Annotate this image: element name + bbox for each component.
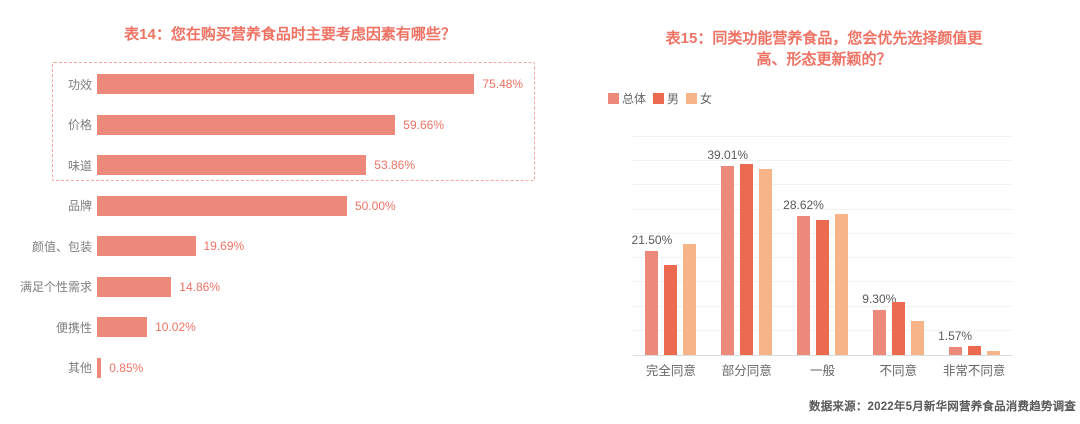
bar-track: 14.86% <box>97 276 578 297</box>
bar-男 <box>740 164 754 355</box>
gridline <box>633 136 1012 137</box>
legend-label: 男 <box>667 92 680 106</box>
bar-男 <box>815 219 829 355</box>
bar-男 <box>664 264 678 355</box>
bar-group-bars <box>860 301 936 355</box>
right-chart-title-line2: 高、形态更新颖的？ <box>756 51 892 68</box>
bar <box>97 114 396 135</box>
data-label: 28.62% <box>783 198 824 213</box>
x-axis-label: 非常不同意 <box>942 364 1006 378</box>
value-label: 50.00% <box>355 198 396 213</box>
gridline <box>633 160 1012 162</box>
left-chart-title: 表14：您在购买营养食品时主要考虑因素有哪些？ <box>124 26 456 43</box>
bar-group: 39.01% <box>707 138 785 355</box>
right-chart-title: 表15：同类功能营养食品，您会优先选择颜值更 高、形态更新颖的？ <box>614 28 1034 70</box>
x-axis-label: 部分同意 <box>721 364 772 378</box>
bar-女 <box>910 321 924 355</box>
source-note: 数据来源：2022年5月新华网营养食品消费趋势调查 <box>809 401 1076 413</box>
x-axis-labels: 完全同意 部分同意 一般 不同意 非常不同意 <box>633 360 1012 379</box>
bar-track: 19.69% <box>97 236 578 257</box>
legend-swatch-icon <box>686 93 698 104</box>
bar-group: 28.62% <box>783 138 861 355</box>
category-label: 功效 <box>67 77 92 92</box>
category-label: 便携性 <box>55 320 92 335</box>
bar-track: 10.02% <box>97 317 578 338</box>
category-label: 味道 <box>67 158 92 173</box>
x-axis-label: 不同意 <box>879 364 918 378</box>
legend-item: 男 <box>653 90 679 107</box>
category-label: 颜值、包装 <box>31 239 92 254</box>
bar <box>97 357 102 378</box>
bar-男 <box>891 301 905 355</box>
bar-track: 53.86% <box>97 155 578 176</box>
bar-row: 满足个性需求 14.86% <box>18 267 578 308</box>
gridline <box>633 208 1012 210</box>
bar-row: 其他 0.85% <box>18 348 578 389</box>
value-label: 75.48% <box>482 77 524 92</box>
x-axis-label: 完全同意 <box>645 364 696 378</box>
bar <box>97 236 196 257</box>
left-chart-bars: 功效 75.48% 价格 59.66% 味道 53.86% 品牌 50.00% … <box>18 64 578 388</box>
bar-女 <box>986 351 1000 355</box>
bar-女 <box>834 213 848 355</box>
bar <box>97 317 148 338</box>
right-chart-title-line1: 表15：同类功能营养食品，您会优先选择颜值更 <box>665 30 983 47</box>
gridline <box>633 184 1012 186</box>
data-label: 21.50% <box>631 232 673 247</box>
bar-row: 价格 59.66% <box>18 105 578 146</box>
value-label: 10.02% <box>155 320 196 335</box>
bar-group-bars <box>633 244 709 355</box>
legend-swatch-icon <box>608 93 619 104</box>
value-label: 19.69% <box>203 239 245 254</box>
bar-row: 便携性 10.02% <box>18 307 578 348</box>
bar-总体 <box>721 166 735 355</box>
grouped-bar-plot: 21.50% 39.01% 28.62% 9.30% 1.57% <box>632 136 1012 356</box>
data-label: 39.01% <box>707 148 749 162</box>
legend-swatch-icon <box>653 93 665 104</box>
category-label: 品牌 <box>67 199 92 214</box>
bar-总体 <box>645 250 659 355</box>
bar-track: 75.48% <box>97 74 578 95</box>
data-label: 1.57% <box>938 329 973 344</box>
legend-item: 女 <box>686 90 712 107</box>
bar-row: 功效 75.48% <box>18 64 578 105</box>
bar-女 <box>683 244 697 355</box>
bar-group: 21.50% <box>632 138 709 355</box>
bar-track: 50.00% <box>97 195 578 216</box>
bar-row: 颜值、包装 19.69% <box>18 226 578 267</box>
value-label: 0.85% <box>109 360 144 375</box>
bar-总体 <box>796 216 810 355</box>
value-label: 53.86% <box>374 158 415 173</box>
legend: 总体 男 女 <box>608 90 719 107</box>
bar-track: 59.66% <box>97 114 578 135</box>
value-label: 59.66% <box>403 117 444 132</box>
bar-总体 <box>948 347 962 355</box>
category-label: 其他 <box>67 361 92 376</box>
bar-group-bars <box>936 345 1012 355</box>
x-axis-label: 一般 <box>809 364 835 378</box>
bar-总体 <box>872 309 886 355</box>
legend-label: 女 <box>700 92 713 106</box>
bar-group: 1.57% <box>936 138 1012 355</box>
legend-label: 总体 <box>622 92 647 106</box>
value-label: 14.86% <box>179 279 220 294</box>
bar-group-bars <box>785 213 861 355</box>
bar-女 <box>759 168 773 355</box>
bar <box>97 155 367 176</box>
bar-男 <box>967 345 981 355</box>
bar <box>97 195 347 216</box>
legend-item: 总体 <box>608 90 646 107</box>
bar-track: 0.85% <box>97 357 578 378</box>
bar <box>97 276 172 297</box>
data-label: 9.30% <box>862 291 897 306</box>
bar-row: 味道 53.86% <box>18 145 578 186</box>
category-label: 满足个性需求 <box>19 280 92 295</box>
bar-row: 品牌 50.00% <box>18 186 578 227</box>
bar-group-bars <box>709 164 785 355</box>
bar-group: 9.30% <box>860 138 936 355</box>
category-label: 价格 <box>67 118 92 133</box>
bar <box>97 74 475 95</box>
